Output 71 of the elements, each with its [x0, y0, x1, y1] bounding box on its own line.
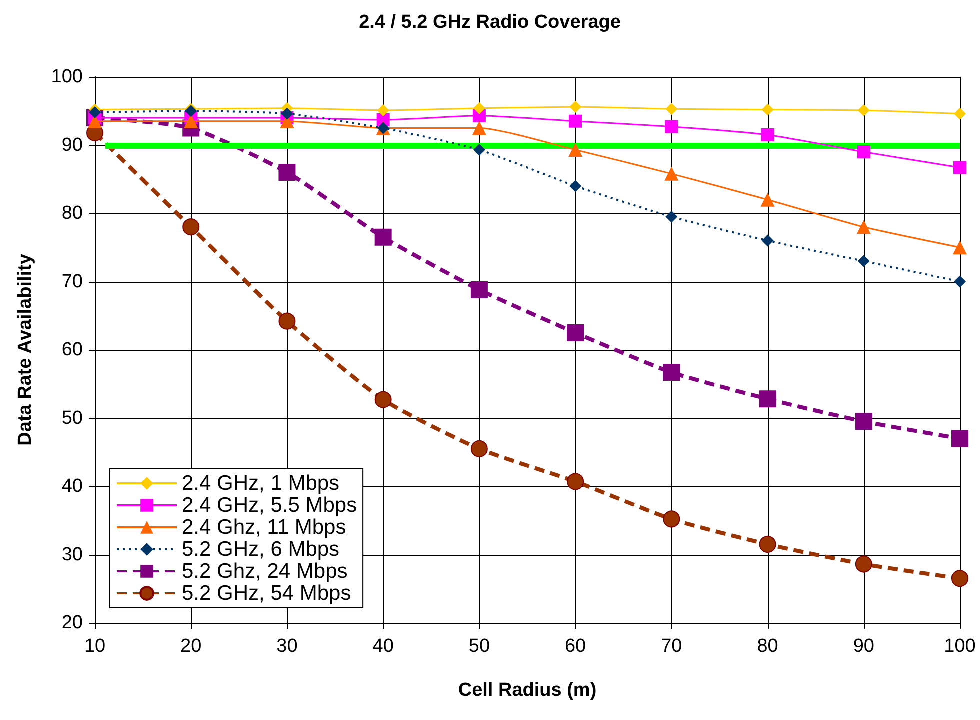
point — [759, 390, 776, 408]
point — [278, 164, 296, 182]
point — [858, 104, 870, 116]
x-tick-label: 10 — [84, 636, 106, 657]
point — [184, 114, 198, 128]
y-tick-label: 20 — [62, 612, 83, 634]
point — [855, 413, 872, 430]
legend-label: 5.2 GHz, 6 Mbps — [182, 538, 340, 561]
point — [664, 166, 679, 181]
point — [665, 120, 678, 134]
point — [570, 101, 582, 114]
point — [855, 556, 872, 573]
x-tick-label: 60 — [564, 636, 586, 657]
point — [470, 440, 488, 458]
point — [470, 281, 488, 298]
x-tick-label: 80 — [757, 636, 778, 657]
point — [762, 234, 774, 247]
point — [760, 192, 775, 207]
point — [472, 121, 486, 136]
point — [953, 240, 967, 255]
point — [374, 228, 392, 246]
y-tick-label: 60 — [62, 340, 83, 360]
point — [761, 128, 774, 142]
legend-label: 2.4 Ghz, 11 Mbps — [182, 516, 346, 539]
point — [281, 108, 294, 120]
x-tick-label: 20 — [180, 636, 202, 657]
point — [663, 364, 680, 382]
point — [762, 104, 774, 116]
y-tick-label: 90 — [62, 134, 83, 156]
legend-label: 2.4 GHz, 5.5 Mbps — [182, 494, 358, 517]
point — [954, 276, 966, 288]
y-tick-label: 70 — [62, 271, 83, 292]
point — [954, 161, 966, 174]
x-tick-label: 70 — [661, 636, 682, 657]
point — [856, 220, 871, 234]
point — [663, 510, 680, 528]
y-tick-label: 40 — [62, 476, 83, 497]
x-tick-label: 50 — [468, 636, 490, 657]
point — [952, 570, 968, 588]
point — [954, 108, 966, 120]
point — [759, 536, 776, 554]
point — [952, 430, 968, 448]
chart-title: 2.4 / 5.2 GHz Radio Coverage — [359, 12, 621, 33]
legend-label: 5.2 Ghz, 24 Mbps — [182, 560, 348, 583]
point — [278, 312, 296, 330]
point — [473, 144, 486, 156]
point — [857, 146, 870, 159]
y-tick-label: 30 — [62, 544, 83, 566]
point — [666, 103, 678, 116]
x-tick-label: 90 — [853, 636, 874, 657]
point — [182, 218, 200, 236]
x-tick-label: 30 — [276, 636, 298, 657]
point — [568, 143, 583, 158]
point — [858, 255, 870, 268]
legend-label: 5.2 GHz, 54 Mbps — [182, 582, 352, 605]
point — [374, 391, 392, 408]
legend-label: 2.4 GHz, 1 Mbps — [182, 472, 340, 495]
point — [570, 180, 582, 192]
point — [567, 324, 584, 342]
y-tick-label: 80 — [62, 203, 83, 224]
point — [567, 473, 584, 490]
x-tick-label: 40 — [372, 636, 394, 657]
y-tick-label: 50 — [62, 408, 83, 429]
point — [666, 210, 678, 223]
y-axis-title: Data Rate Availability — [15, 254, 36, 446]
point — [569, 114, 582, 128]
point — [473, 102, 486, 114]
point — [377, 104, 390, 116]
y-tick-label: 100 — [51, 66, 83, 88]
x-axis-title: Cell Radius (m) — [458, 680, 597, 701]
x-tick-label: 100 — [944, 636, 976, 657]
